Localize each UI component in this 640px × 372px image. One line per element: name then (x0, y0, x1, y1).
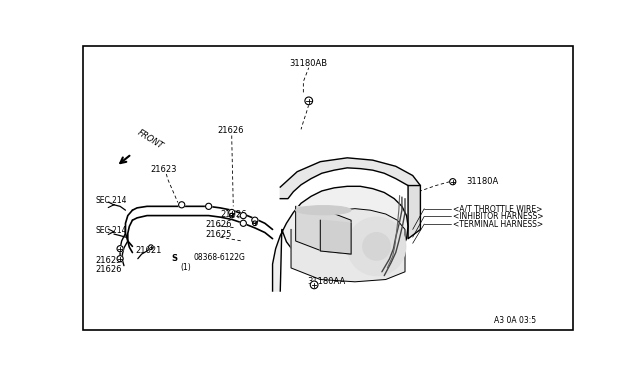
Text: <A/T THROTTLE WIRE>: <A/T THROTTLE WIRE> (452, 204, 542, 213)
Circle shape (240, 220, 246, 226)
Circle shape (117, 246, 123, 252)
Circle shape (252, 217, 258, 223)
Circle shape (348, 217, 406, 276)
Polygon shape (296, 206, 351, 254)
Circle shape (179, 202, 185, 208)
Text: 31180AB: 31180AB (290, 60, 328, 68)
Text: 31180AA: 31180AA (307, 277, 346, 286)
Circle shape (117, 256, 123, 262)
Polygon shape (320, 220, 351, 254)
Text: 21625: 21625 (95, 256, 122, 265)
Text: 08368-6122G: 08368-6122G (193, 253, 245, 262)
Text: 21626: 21626 (95, 265, 122, 274)
Circle shape (450, 179, 456, 185)
Circle shape (168, 253, 179, 264)
Circle shape (305, 97, 312, 105)
Text: S: S (171, 254, 177, 263)
Text: SEC.214: SEC.214 (95, 227, 127, 235)
Circle shape (205, 203, 212, 209)
Text: A3 0A 03:5: A3 0A 03:5 (494, 316, 536, 325)
Text: (1): (1) (180, 263, 191, 272)
Circle shape (228, 209, 235, 216)
Ellipse shape (296, 206, 351, 215)
Text: 21626: 21626 (205, 219, 232, 228)
Text: 21623: 21623 (151, 165, 177, 174)
Text: 21626: 21626 (217, 126, 243, 135)
Circle shape (253, 221, 257, 225)
Polygon shape (273, 186, 408, 291)
Circle shape (148, 245, 153, 250)
Text: 21625: 21625 (205, 230, 232, 239)
Polygon shape (291, 209, 405, 282)
Text: <TERMINAL HARNESS>: <TERMINAL HARNESS> (452, 219, 543, 228)
Text: <INHIBITOR HARNESS>: <INHIBITOR HARNESS> (452, 212, 543, 221)
Circle shape (363, 232, 390, 260)
Text: SEC.214: SEC.214 (95, 196, 127, 205)
Text: 21621: 21621 (136, 246, 162, 255)
Polygon shape (280, 158, 420, 199)
Circle shape (230, 213, 234, 218)
Text: 21626: 21626 (220, 209, 246, 218)
Circle shape (310, 281, 318, 289)
Circle shape (240, 212, 246, 219)
Text: 31180A: 31180A (467, 177, 499, 186)
Polygon shape (408, 186, 420, 239)
Text: FRONT: FRONT (136, 128, 164, 151)
